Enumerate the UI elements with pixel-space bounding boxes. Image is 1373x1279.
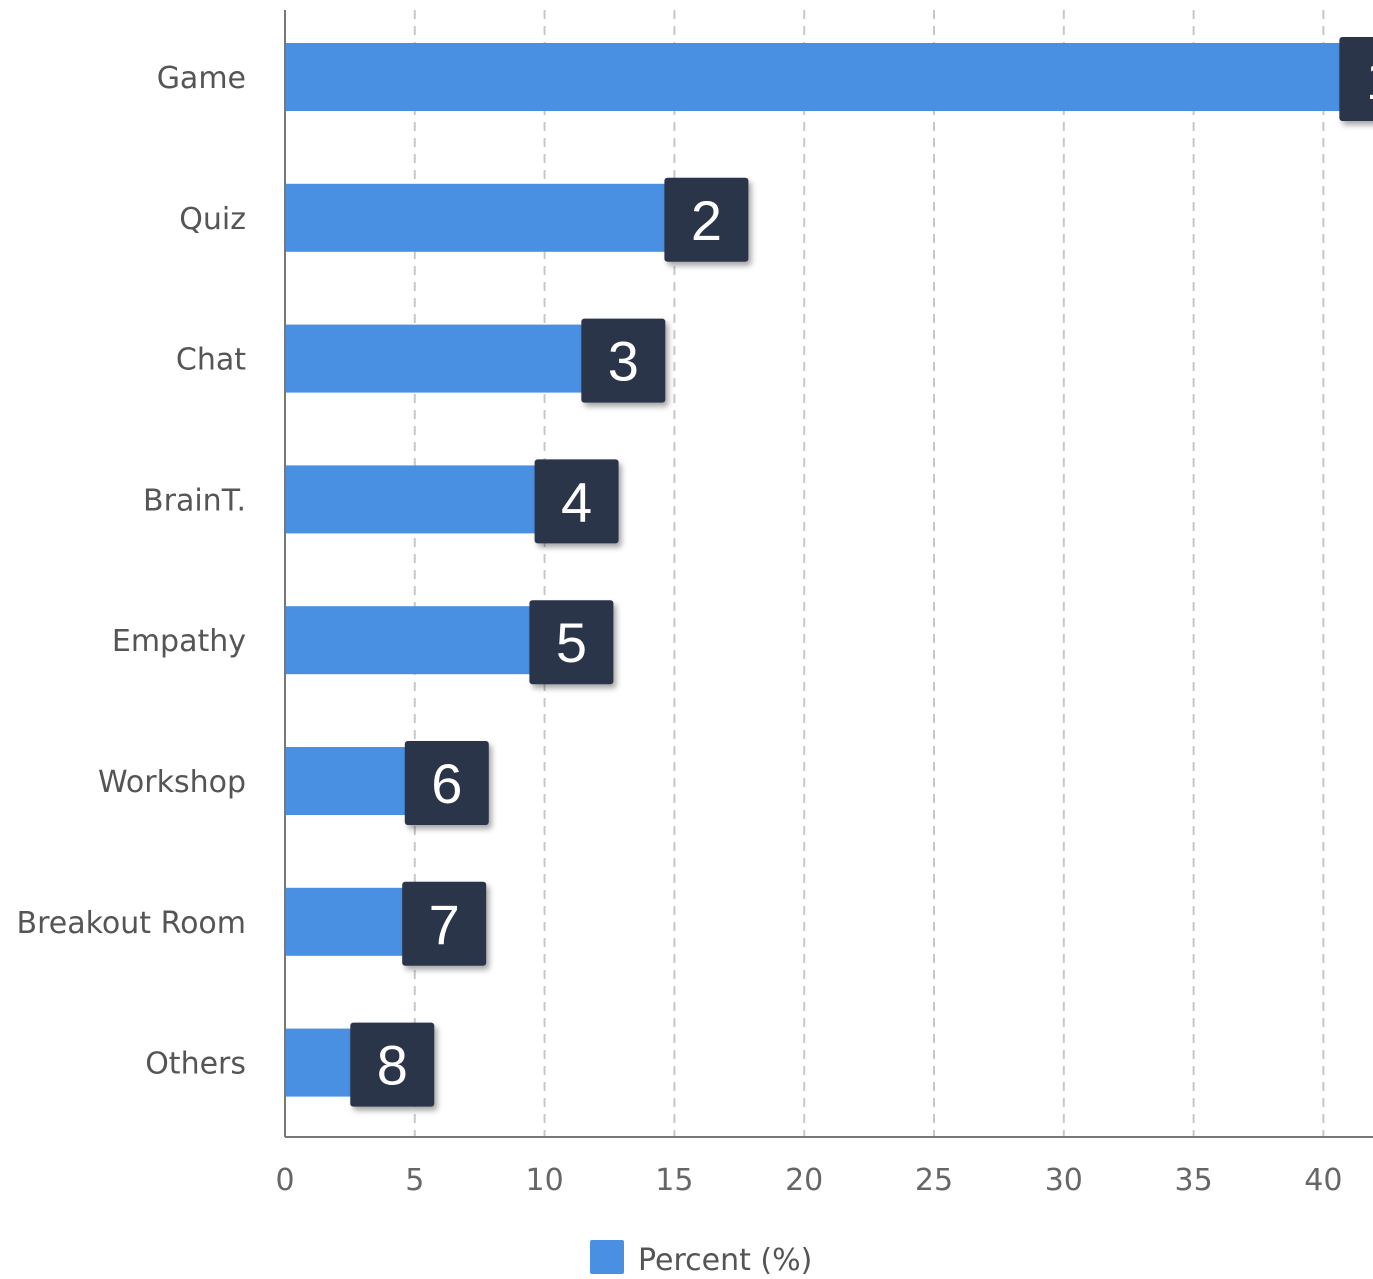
x-tick-label: 25	[915, 1163, 953, 1198]
rank-number: 6	[431, 752, 462, 815]
rank-number: 1	[1366, 48, 1373, 111]
rank-label: 6	[404, 741, 489, 825]
grid-lines	[413, 10, 1325, 1137]
rank-box	[529, 600, 614, 685]
rank-box	[404, 741, 489, 825]
rank-box	[350, 1022, 435, 1107]
x-tick-label: 20	[785, 1163, 823, 1198]
bar	[286, 183, 675, 252]
category-label: Workshop	[98, 765, 246, 800]
legend-swatch	[590, 1240, 624, 1274]
bar	[286, 887, 413, 956]
bars	[286, 43, 1350, 1097]
axes	[284, 10, 1373, 1138]
rank-label: 5	[529, 600, 614, 685]
rank-number: 5	[556, 611, 587, 674]
category-label: Breakout Room	[17, 906, 247, 941]
rank-number: 4	[561, 470, 592, 533]
legend-label: Percent (%)	[638, 1243, 812, 1278]
legend: Percent (%)	[590, 1240, 812, 1278]
category-labels: Game Quiz Chat BrainT. Empathy Workshop Breako…	[17, 61, 247, 1082]
rank-box	[534, 459, 619, 544]
x-tick-labels: 0 5 10 15 20 25 30 35 40	[275, 1163, 1342, 1198]
rank-label: 4	[534, 459, 619, 544]
rank-number: 7	[429, 893, 460, 956]
x-tick-label: 40	[1304, 1163, 1342, 1198]
category-label: Chat	[176, 343, 246, 378]
x-tick-label: 10	[526, 1163, 564, 1198]
category-label: Quiz	[179, 202, 246, 237]
rank-label: 7	[402, 881, 487, 966]
rank-number: 3	[608, 330, 639, 393]
bar	[286, 747, 415, 815]
rank-box	[581, 318, 666, 403]
rank-box	[1339, 37, 1373, 121]
category-label: Others	[145, 1047, 246, 1082]
rank-label: 8	[350, 1022, 435, 1107]
bar	[286, 465, 545, 534]
category-label: Empathy	[112, 624, 246, 659]
rank-number: 8	[377, 1034, 408, 1097]
rank-labels: 1 2 3 4 5 6 7 8	[350, 37, 1373, 1107]
x-tick-label: 0	[275, 1163, 294, 1198]
bar	[286, 43, 1350, 111]
bar	[286, 1028, 361, 1097]
rank-box	[402, 881, 487, 966]
rank-label: 3	[581, 318, 666, 403]
bar	[286, 606, 540, 675]
category-label: BrainT.	[143, 483, 246, 518]
category-label: Game	[157, 61, 246, 96]
bar	[286, 324, 592, 393]
x-tick-label: 15	[655, 1163, 693, 1198]
x-tick-label: 30	[1045, 1163, 1083, 1198]
rank-label: 2	[664, 177, 749, 262]
x-tick-label: 5	[405, 1163, 424, 1198]
rank-box	[664, 177, 749, 262]
rank-label: 1	[1339, 37, 1373, 121]
x-tick-label: 35	[1175, 1163, 1213, 1198]
rank-number: 2	[691, 189, 722, 252]
